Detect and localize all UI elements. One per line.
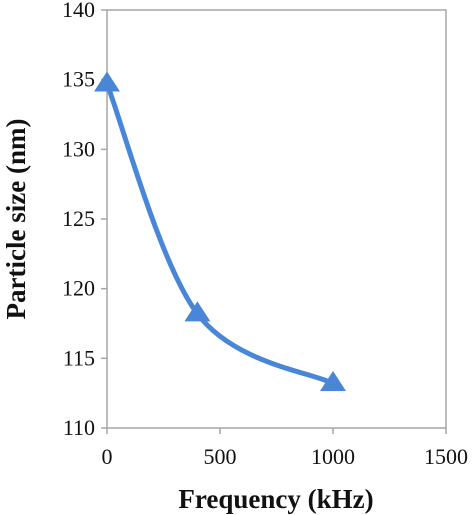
triangle-marker [94,71,120,92]
y-tick-label: 135 [62,67,95,92]
x-tick-label: 1500 [424,444,468,469]
x-axis-title: Frequency (kHz) [178,484,373,514]
y-tick-label: 140 [62,0,95,22]
series-line [104,81,336,386]
y-tick-label: 120 [62,276,95,301]
y-tick-label: 130 [62,136,95,161]
x-tick-label: 500 [204,444,237,469]
y-tick-label: 115 [63,345,95,370]
y-axis-title: Particle size (nm) [1,119,31,320]
y-tick-label: 110 [63,415,95,440]
x-tick-label: 1000 [311,444,355,469]
triangle-marker [320,371,346,392]
y-axis-ticks: 110 115 120 125 130 135 140 [62,0,107,440]
x-tick-label: 0 [102,444,113,469]
y-tick-label: 125 [62,206,95,231]
series-layer [94,71,346,392]
x-axis-ticks: 0 500 1000 1500 [102,428,468,469]
triangle-marker [184,301,211,322]
